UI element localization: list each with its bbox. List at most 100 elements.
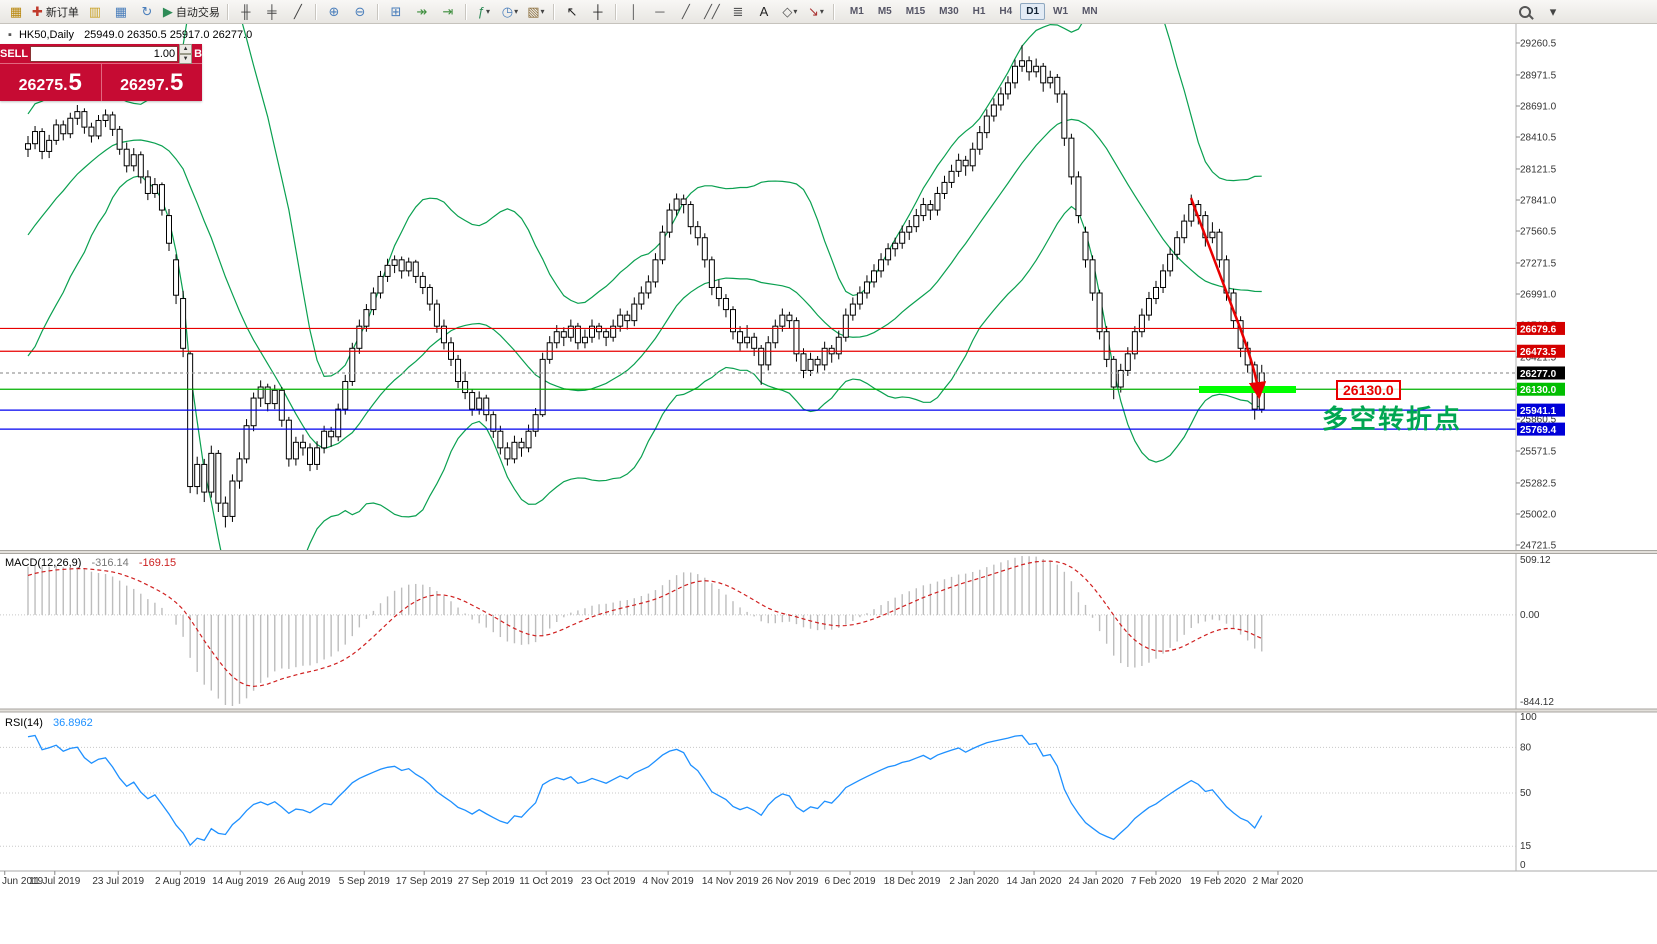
candle-body [567, 325, 574, 338]
x-axis-label: 11 Jul 2019 [29, 876, 80, 887]
candle-body [645, 281, 652, 294]
search-icon[interactable] [1515, 2, 1539, 22]
horizontal-line-icon[interactable]: ─ [648, 2, 672, 22]
y-axis-label: 29260.5 [1520, 39, 1557, 50]
refresh-icon[interactable]: ↻ [135, 2, 159, 22]
ohlc-values: 25949.0 26350.5 25917.0 26277.0 [84, 29, 253, 41]
timeframe-m1[interactable]: M1 [849, 6, 864, 17]
zoom-in-icon[interactable]: ⊕ [322, 2, 346, 22]
sell-price[interactable]: 26275. 5 [18, 69, 82, 96]
candle-body [1026, 60, 1033, 73]
candle-body [906, 226, 913, 233]
toolbar-separator [552, 3, 555, 20]
trendline-icon[interactable]: ╱ [674, 2, 698, 22]
buy-button[interactable]: BUY [194, 47, 218, 60]
candle-body [765, 342, 772, 366]
sell-button[interactable]: SELL [0, 47, 29, 60]
chart-title-bullet: ▪ [8, 29, 12, 41]
x-axis-label: 4 Nov 2019 [643, 876, 695, 887]
timeframe-m30[interactable]: M30 [939, 6, 959, 17]
buy-price[interactable]: 26297. 5 [100, 64, 203, 101]
candle-body [1167, 253, 1174, 272]
zoom-out-icon[interactable]: ⊖ [348, 2, 372, 22]
x-axis-label: 19 Feb 2020 [1190, 876, 1247, 887]
timeframe-h1[interactable]: H1 [972, 6, 986, 17]
new-order-button[interactable]: ✚ 新订单 [30, 2, 81, 22]
toolbar-separator [226, 3, 229, 20]
x-axis-label: 18 Dec 2019 [884, 876, 941, 887]
candle-body [1047, 76, 1054, 84]
x-axis-label: 14 Nov 2019 [702, 876, 759, 887]
candlestick-type-icon: ╪ [267, 4, 277, 19]
templates-icon[interactable]: ▧ ▾ [524, 2, 548, 22]
candle-body [229, 480, 236, 517]
timeframe-m5[interactable]: M5 [877, 6, 892, 17]
indicators-icon[interactable]: ƒ ▾ [472, 2, 496, 22]
timeframe-d1[interactable]: D1 [1020, 3, 1046, 20]
volume-up-icon[interactable]: ▲ [179, 43, 193, 54]
market-watch-icon: ▦ [114, 3, 128, 19]
candle-body [730, 309, 736, 333]
timeframe-w1[interactable]: W1 [1053, 6, 1069, 17]
shapes-icon: ◇ [782, 3, 793, 19]
trend-arrow[interactable] [1189, 197, 1267, 400]
candle-body [95, 119, 102, 137]
arrows-tool-icon[interactable]: ↘ ▾ [804, 2, 828, 22]
zoom-in-icon: ⊕ [328, 3, 340, 19]
toolbar-separator [832, 3, 835, 20]
market-watch-icon[interactable]: ▦ [109, 2, 133, 22]
volume-down-icon[interactable]: ▼ [179, 53, 193, 64]
periods-icon[interactable]: ◷ ▾ [498, 2, 522, 22]
candle-body [1209, 231, 1216, 239]
candle-body [624, 314, 631, 322]
cursor-icon[interactable]: ↖ [560, 2, 584, 22]
candle-body [997, 93, 1004, 106]
candle-body [701, 237, 708, 261]
price-scale: 29260.5 28971.5 28691.0 28410.5 28121.5 27841… [1515, 24, 1565, 871]
toolbar-menu-icon[interactable]: ▾ [1549, 3, 1557, 19]
candlestick-type-icon[interactable]: ╪ [260, 2, 284, 22]
candle-body [1019, 60, 1026, 67]
candle-body [955, 159, 962, 172]
candle-body [166, 215, 172, 244]
text-tool-icon[interactable]: A [752, 2, 776, 22]
candle-body [32, 131, 39, 145]
zoom-out-icon: ⊖ [354, 3, 366, 19]
chart-window-icon[interactable]: ▦ [4, 2, 28, 22]
fibonacci-icon[interactable]: ≣ [726, 2, 750, 22]
volume-input[interactable] [30, 45, 179, 62]
metaeditor-icon[interactable]: ▥ [83, 2, 107, 22]
autotrading-button[interactable]: ▶ 自动交易 [161, 2, 222, 22]
panel-separator[interactable] [0, 550, 1657, 554]
auto-scroll-icon[interactable]: ↠ [410, 2, 434, 22]
candle-body [793, 320, 800, 355]
vertical-line-icon[interactable]: │ [622, 2, 646, 22]
channel-icon[interactable]: ╱╱ [700, 2, 724, 22]
bar-chart-type-icon[interactable]: ╫ [234, 2, 258, 22]
candle-body [222, 502, 229, 517]
dropdown-arrow-icon: ▾ [540, 7, 545, 16]
candle-body [1124, 353, 1131, 371]
candle-body [60, 124, 67, 135]
timeframe-m15[interactable]: M15 [905, 6, 926, 17]
timeframe-mn[interactable]: MN [1082, 6, 1098, 17]
crosshair-icon[interactable]: ┼ [586, 2, 610, 22]
price-callout[interactable]: 26130.0 [1336, 380, 1401, 400]
candle-body [694, 226, 701, 239]
crosshair-icon: ┼ [593, 4, 603, 19]
candle-body [419, 275, 426, 288]
highlight-segment[interactable] [1199, 386, 1296, 393]
candle-body [377, 275, 384, 294]
candle-body [807, 358, 814, 371]
tile-windows-icon[interactable]: ⊞ [384, 2, 408, 22]
candle-body [440, 325, 447, 344]
shapes-icon[interactable]: ◇ ▾ [778, 2, 802, 22]
toolbar-separator [614, 3, 617, 20]
chart-shift-icon[interactable]: ⇥ [436, 2, 460, 22]
candle-body [659, 231, 666, 261]
panel-separator[interactable] [0, 709, 1657, 712]
candle-body [638, 292, 645, 305]
price-level-badge [1517, 382, 1565, 396]
timeframe-h4[interactable]: H4 [999, 6, 1013, 17]
line-chart-type-icon[interactable]: ╱ [286, 2, 310, 22]
